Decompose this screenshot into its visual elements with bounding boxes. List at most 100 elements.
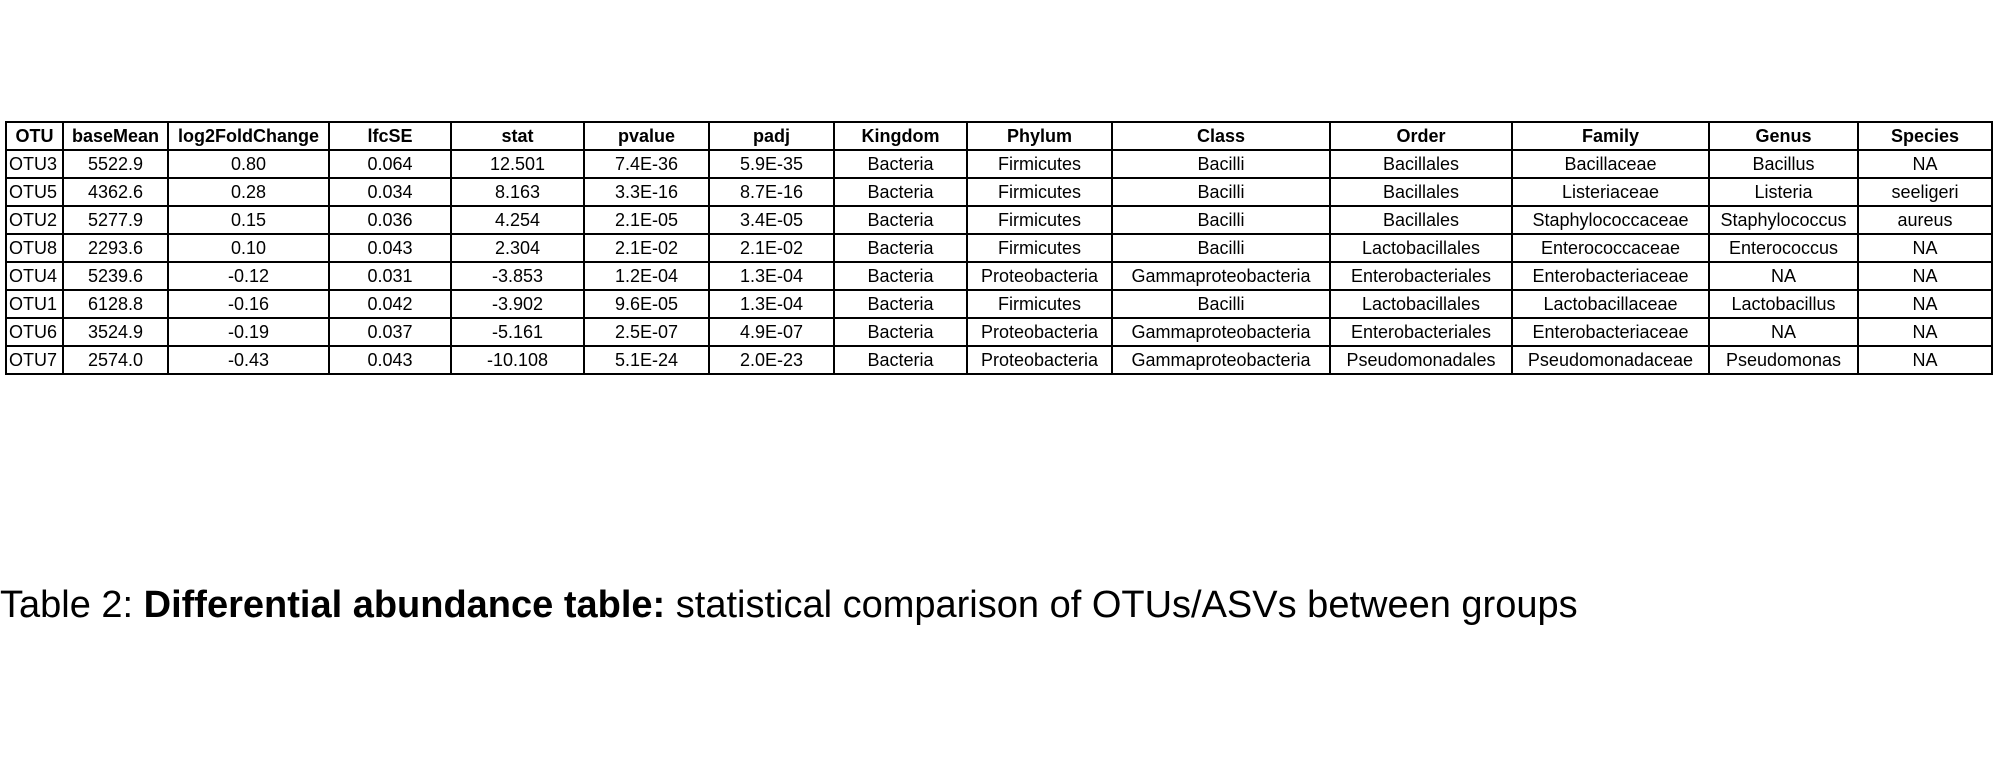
header-cell: pvalue (583, 121, 710, 151)
table-row: OTU5 4362.6 0.28 0.034 8.163 3.3E-16 8.7E-16 Ba… (5, 177, 1993, 207)
table-cell: NA (1857, 345, 1993, 375)
table-cell: Gammaproteobacteria (1111, 261, 1331, 291)
table-cell: Bacteria (833, 345, 968, 375)
table-cell: seeligeri (1857, 177, 1993, 207)
table-cell: Bacteria (833, 317, 968, 347)
table-cell: OTU7 (5, 345, 64, 375)
header-cell: lfcSE (328, 121, 452, 151)
table-cell: 0.043 (328, 233, 452, 263)
table-cell: 0.064 (328, 149, 452, 179)
table-cell: Bacilli (1111, 149, 1331, 179)
caption-title: Differential abundance table: (143, 584, 666, 626)
table-cell: Bacteria (833, 149, 968, 179)
table-cell: Gammaproteobacteria (1111, 345, 1331, 375)
table-cell: Enterococcaceae (1511, 233, 1710, 263)
table-cell: 2.1E-02 (708, 233, 835, 263)
table-cell: Bacillales (1329, 177, 1513, 207)
table-cell: NA (1857, 233, 1993, 263)
header-row: OTU baseMean log2FoldChange lfcSE stat pvalue… (5, 121, 1993, 151)
table-cell: Pseudomonas (1708, 345, 1859, 375)
table-body: OTU3 5522.9 0.80 0.064 12.501 7.4E-36 5.9E-35 B… (5, 149, 1993, 375)
table-row: OTU4 5239.6 -0.12 0.031 -3.853 1.2E-04 1.3E-04… (5, 261, 1993, 291)
table-cell: 0.036 (328, 205, 452, 235)
table-cell: NA (1857, 289, 1993, 319)
table-cell: Enterobacteriales (1329, 261, 1513, 291)
header-cell: Genus (1708, 121, 1859, 151)
header-cell: Family (1511, 121, 1710, 151)
caption-label: Table 2: (0, 584, 134, 626)
table-cell: Enterobacteriales (1329, 317, 1513, 347)
header-cell: stat (450, 121, 585, 151)
table-cell: 2574.0 (62, 345, 169, 375)
table-cell: Pseudomonadales (1329, 345, 1513, 375)
table-cell: OTU3 (5, 149, 64, 179)
header-cell: log2FoldChange (167, 121, 330, 151)
table-cell: Enterococcus (1708, 233, 1859, 263)
table-cell: Lactobacillales (1329, 289, 1513, 319)
table-cell: 2293.6 (62, 233, 169, 263)
table-cell: 0.043 (328, 345, 452, 375)
table-header: OTU baseMean log2FoldChange lfcSE stat pvalue… (5, 121, 1993, 151)
table-cell: 5277.9 (62, 205, 169, 235)
table-row: OTU8 2293.6 0.10 0.043 2.304 2.1E-02 2.1E-02 Ba… (5, 233, 1993, 263)
header-cell: OTU (5, 121, 64, 151)
table-cell: OTU1 (5, 289, 64, 319)
table-cell: NA (1857, 317, 1993, 347)
table-cell: Listeria (1708, 177, 1859, 207)
table-cell: 5522.9 (62, 149, 169, 179)
table-cell: 5.9E-35 (708, 149, 835, 179)
header-cell: padj (708, 121, 835, 151)
table-cell: 1.3E-04 (708, 261, 835, 291)
table-cell: 8.163 (450, 177, 585, 207)
table-cell: Staphylococcus (1708, 205, 1859, 235)
table-cell: 5.1E-24 (583, 345, 710, 375)
table-cell: OTU4 (5, 261, 64, 291)
table-row: OTU1 6128.8 -0.16 0.042 -3.902 9.6E-05 1.3E-04… (5, 289, 1993, 319)
table-row: OTU2 5277.9 0.15 0.036 4.254 2.1E-05 3.4E-05 Ba… (5, 205, 1993, 235)
table-cell: NA (1857, 149, 1993, 179)
table-cell: 4.9E-07 (708, 317, 835, 347)
header-cell: Order (1329, 121, 1513, 151)
table-cell: -0.43 (167, 345, 330, 375)
table-cell: 12.501 (450, 149, 585, 179)
table-cell: Bacteria (833, 177, 968, 207)
table-cell: Gammaproteobacteria (1111, 317, 1331, 347)
caption-text: statistical comparison of OTUs/ASVs betw… (675, 584, 1578, 626)
table-cell: 3.4E-05 (708, 205, 835, 235)
table-cell: OTU8 (5, 233, 64, 263)
table-cell: 5239.6 (62, 261, 169, 291)
table-cell: 0.037 (328, 317, 452, 347)
table-cell: Firmicutes (966, 177, 1113, 207)
table-cell: Bacilli (1111, 205, 1331, 235)
table-cell: 0.042 (328, 289, 452, 319)
table-row: OTU7 2574.0 -0.43 0.043 -10.108 5.1E-24 2.0E-2… (5, 345, 1993, 375)
table-cell: 0.034 (328, 177, 452, 207)
table-cell: Bacilli (1111, 233, 1331, 263)
table-cell: Bacteria (833, 205, 968, 235)
table-cell: 1.3E-04 (708, 289, 835, 319)
table-cell: Listeriaceae (1511, 177, 1710, 207)
table-row: OTU6 3524.9 -0.19 0.037 -5.161 2.5E-07 4.9E-07… (5, 317, 1993, 347)
table-cell: 1.2E-04 (583, 261, 710, 291)
table-cell: 3.3E-16 (583, 177, 710, 207)
table-cell: 2.1E-05 (583, 205, 710, 235)
table-cell: Bacilli (1111, 289, 1331, 319)
table-cell: Bacteria (833, 289, 968, 319)
table-cell: Lactobacillaceae (1511, 289, 1710, 319)
table-cell: Enterobacteriaceae (1511, 317, 1710, 347)
table-cell: Bacteria (833, 261, 968, 291)
table-cell: -5.161 (450, 317, 585, 347)
table-cell: Proteobacteria (966, 317, 1113, 347)
table-cell: 0.15 (167, 205, 330, 235)
table-cell: OTU5 (5, 177, 64, 207)
table-cell: 2.5E-07 (583, 317, 710, 347)
header-cell: Class (1111, 121, 1331, 151)
table-cell: 4.254 (450, 205, 585, 235)
table-cell: -3.853 (450, 261, 585, 291)
table-caption: Table 2: Differential abundance table: s… (0, 584, 1578, 627)
table-cell: OTU2 (5, 205, 64, 235)
table-cell: Bacillaceae (1511, 149, 1710, 179)
table-cell: 2.304 (450, 233, 585, 263)
table-cell: Lactobacillales (1329, 233, 1513, 263)
